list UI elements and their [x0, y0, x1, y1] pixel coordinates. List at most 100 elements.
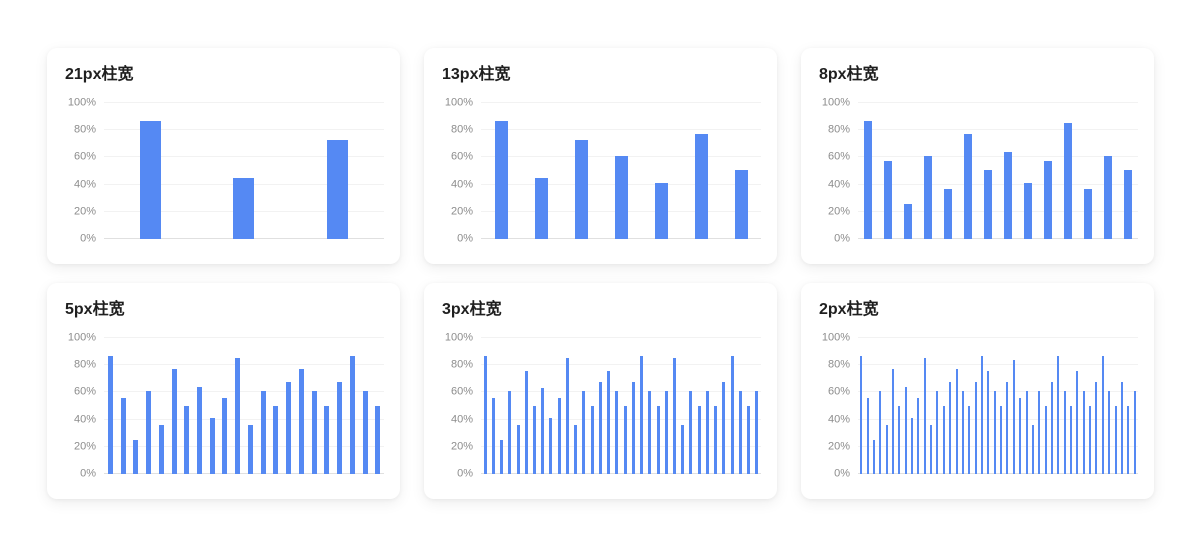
plot-area: 0% 20% 40% 60% 80% 100% — [68, 332, 384, 479]
plot-area: 0% 20% 40% 60% 80% 100% — [822, 97, 1138, 244]
y-axis-tick-label: 60% — [450, 150, 473, 163]
y-axis-tick-label: 20% — [827, 205, 850, 218]
bar — [864, 120, 872, 239]
gridline — [858, 156, 1138, 158]
bar — [375, 406, 381, 474]
bar — [1038, 391, 1041, 474]
bar — [273, 406, 279, 474]
bar-slot — [641, 103, 681, 239]
bar-slot — [514, 338, 522, 474]
gridline — [858, 210, 1138, 212]
bar-slot — [1049, 338, 1055, 474]
bar — [949, 381, 952, 474]
x-axis-line — [858, 238, 1138, 239]
y-axis-tick-label: 0% — [457, 467, 473, 480]
bar — [311, 391, 317, 474]
charts-grid: 21px柱宽 0% 20% 40% 60% 80% 100% 13px柱宽 0% 20% 40% 60… — [47, 48, 1154, 499]
bar-slot — [1098, 103, 1118, 239]
bar-slot — [588, 338, 596, 474]
bar — [1019, 397, 1022, 474]
gridline — [104, 364, 384, 366]
bar-slot — [687, 338, 695, 474]
bar-slot — [481, 103, 521, 239]
bar — [615, 391, 619, 474]
bar-slot — [1131, 338, 1137, 474]
y-axis-tick-label: 20% — [73, 440, 96, 453]
bar-slot — [601, 103, 641, 239]
chart-card: 21px柱宽 0% 20% 40% 60% 80% 100% — [47, 48, 400, 264]
bars-area — [104, 338, 384, 474]
bar-slot — [530, 338, 538, 474]
bar — [1050, 381, 1053, 474]
bars-area — [481, 338, 761, 474]
bar — [942, 406, 945, 474]
bar — [1127, 406, 1130, 474]
bar-slot — [890, 338, 896, 474]
gridline — [481, 391, 761, 393]
bar — [1124, 169, 1132, 239]
bar-slot — [547, 338, 555, 474]
bar — [120, 397, 126, 474]
bar — [565, 358, 569, 474]
y-axis-tick-label: 20% — [73, 205, 96, 218]
y-axis-tick-label: 80% — [827, 123, 850, 136]
bar — [171, 369, 177, 474]
bar — [582, 391, 586, 474]
bar-slot — [1042, 338, 1048, 474]
bar-slot — [1119, 338, 1125, 474]
bar — [866, 397, 869, 474]
bar-slot — [580, 338, 588, 474]
y-axis-tick-label: 0% — [834, 467, 850, 480]
y-axis-tick-label: 60% — [827, 385, 850, 398]
bar-slot — [155, 338, 168, 474]
bar-slot — [681, 103, 721, 239]
bar-slot — [371, 338, 384, 474]
bar — [1133, 391, 1136, 474]
bar-slot — [320, 338, 333, 474]
bar — [924, 156, 932, 239]
bar — [362, 391, 368, 474]
bar — [1089, 406, 1092, 474]
bar — [1064, 123, 1072, 239]
bar — [1012, 359, 1015, 474]
bar — [349, 355, 355, 474]
bar-slot — [596, 338, 604, 474]
bar-slot — [563, 338, 571, 474]
chart-title: 21px柱宽 — [65, 66, 134, 83]
gridline — [481, 418, 761, 420]
bar — [549, 418, 553, 474]
y-axis-tick-label: 80% — [450, 358, 473, 371]
bar-slot — [720, 338, 728, 474]
bar — [631, 381, 635, 474]
bar — [1063, 391, 1066, 474]
bar-slot — [104, 338, 117, 474]
bar-slot — [359, 338, 372, 474]
bar-slot — [703, 338, 711, 474]
bar — [533, 406, 537, 474]
bar — [534, 177, 548, 239]
bar — [1057, 355, 1060, 474]
bar — [209, 418, 215, 474]
y-axis-tick-label: 40% — [827, 178, 850, 191]
gridline — [481, 364, 761, 366]
bar — [993, 391, 996, 474]
bar-slot — [745, 338, 753, 474]
bar-slot — [521, 103, 561, 239]
bar-slot — [953, 338, 959, 474]
bar — [984, 169, 992, 239]
bar — [898, 406, 901, 474]
bar-slot — [142, 338, 155, 474]
bar — [694, 134, 708, 239]
bar — [298, 369, 304, 474]
bar — [1108, 391, 1111, 474]
bar-slot — [1093, 338, 1099, 474]
y-axis-tick-label: 40% — [450, 178, 473, 191]
bar — [981, 355, 983, 474]
bar-slot — [489, 338, 497, 474]
chart-title: 5px柱宽 — [65, 301, 125, 318]
y-axis-tick-label: 100% — [821, 96, 850, 109]
chart-title: 8px柱宽 — [819, 66, 879, 83]
bar-slot — [197, 103, 290, 239]
bar — [936, 391, 939, 474]
bars-area — [858, 338, 1138, 474]
